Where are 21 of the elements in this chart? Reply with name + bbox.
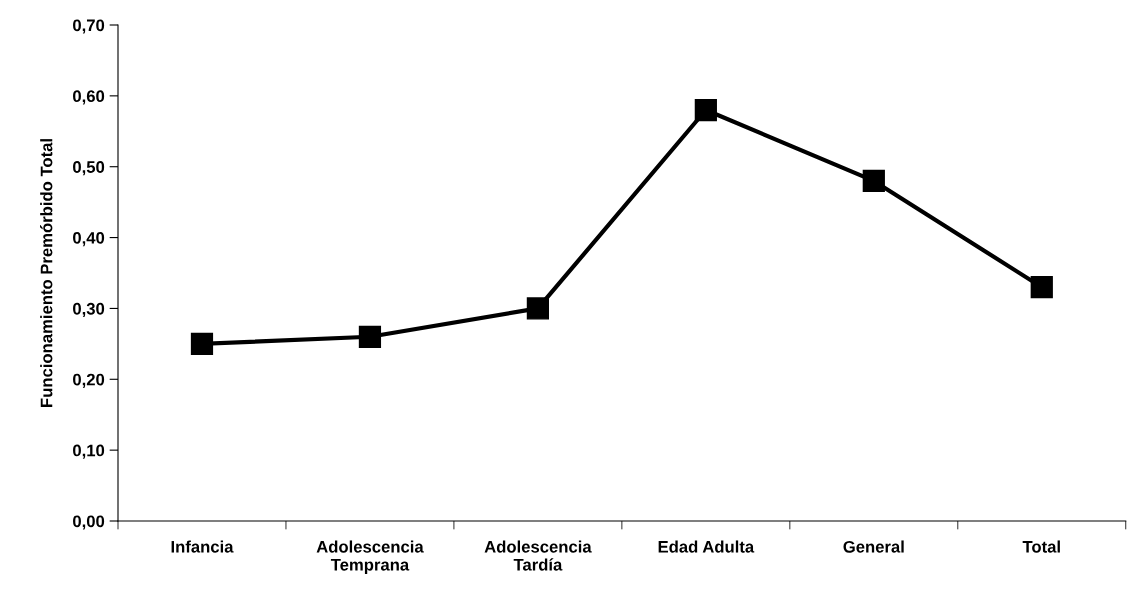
x-tick-label: Edad Adulta: [658, 540, 755, 553]
point: [526, 297, 550, 320]
y-tick-label: 0,40: [73, 231, 105, 247]
point: [1030, 276, 1053, 299]
y-tick-label: 0,60: [73, 90, 105, 105]
x-tick-label: General: [843, 540, 904, 553]
x-tick-label: Adolescencia Tardía: [484, 540, 592, 571]
x-tick-label: Infancia: [171, 540, 234, 553]
y-tick-label: 0,50: [73, 161, 105, 176]
x-tick-label: Adolescencia Temprana: [316, 540, 424, 574]
point: [862, 169, 885, 192]
y-axis-title: Funcionamiento Premórbido Total: [40, 139, 53, 407]
y-tick-label: 0,70: [73, 19, 105, 34]
y-tick-label: 0,20: [73, 373, 105, 388]
point: [190, 332, 214, 355]
x-tick-label: Total: [1022, 540, 1060, 553]
y-tick-label: 0,30: [73, 302, 105, 318]
y-tick-label: 0,10: [73, 444, 105, 459]
y-tick-label: 0,00: [73, 515, 105, 530]
point: [358, 325, 382, 348]
point: [694, 98, 717, 122]
